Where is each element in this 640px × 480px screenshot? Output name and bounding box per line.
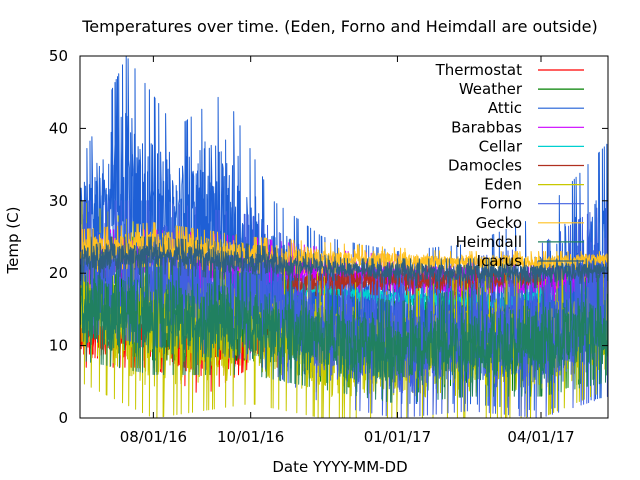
- legend-label-damocles: Damocles: [448, 157, 522, 175]
- y-tick-label: 20: [49, 264, 68, 282]
- legend-label-barabbas: Barabbas: [451, 118, 522, 136]
- legend-label-icarus: Icarus: [477, 252, 523, 270]
- legend-label-thermostat: Thermostat: [435, 61, 522, 79]
- y-tick-label: 10: [49, 337, 68, 355]
- legend-label-forno: Forno: [480, 195, 522, 213]
- legend-label-cellar: Cellar: [479, 137, 523, 155]
- axes: [79, 55, 609, 419]
- plot-area: [80, 56, 608, 418]
- y-tick-label: 50: [49, 47, 68, 65]
- series-line-gecko: [80, 222, 608, 274]
- y-tick-label: 30: [49, 192, 68, 210]
- legend-label-heimdall: Heimdall: [456, 233, 522, 251]
- plot-frame: [79, 55, 609, 419]
- x-tick-label: 04/01/17: [507, 428, 574, 446]
- series-line-heimdall: [80, 258, 608, 403]
- legend-label-weather: Weather: [459, 80, 523, 98]
- tick-labels: 0 10 20 30 40 50 08/01/16 10/01/16 01/01/17 04/01…: [49, 47, 575, 446]
- x-axis-label: Date YYYY-MM-DD: [272, 458, 407, 476]
- x-tick-label: 10/01/16: [217, 428, 284, 446]
- chart-title: Temperatures over time. (Eden, Forno and…: [81, 17, 597, 36]
- x-tick-label: 01/01/17: [364, 428, 431, 446]
- series-line-icarus: [80, 236, 608, 289]
- x-tick-label: 08/01/16: [120, 428, 187, 446]
- legend-label-attic: Attic: [488, 99, 522, 117]
- legend-label-eden: Eden: [484, 176, 522, 194]
- y-tick-label: 40: [49, 119, 68, 137]
- legend-label-gecko: Gecko: [476, 214, 522, 232]
- y-tick-label: 0: [58, 409, 68, 427]
- y-axis-label: Temp (C): [4, 207, 22, 275]
